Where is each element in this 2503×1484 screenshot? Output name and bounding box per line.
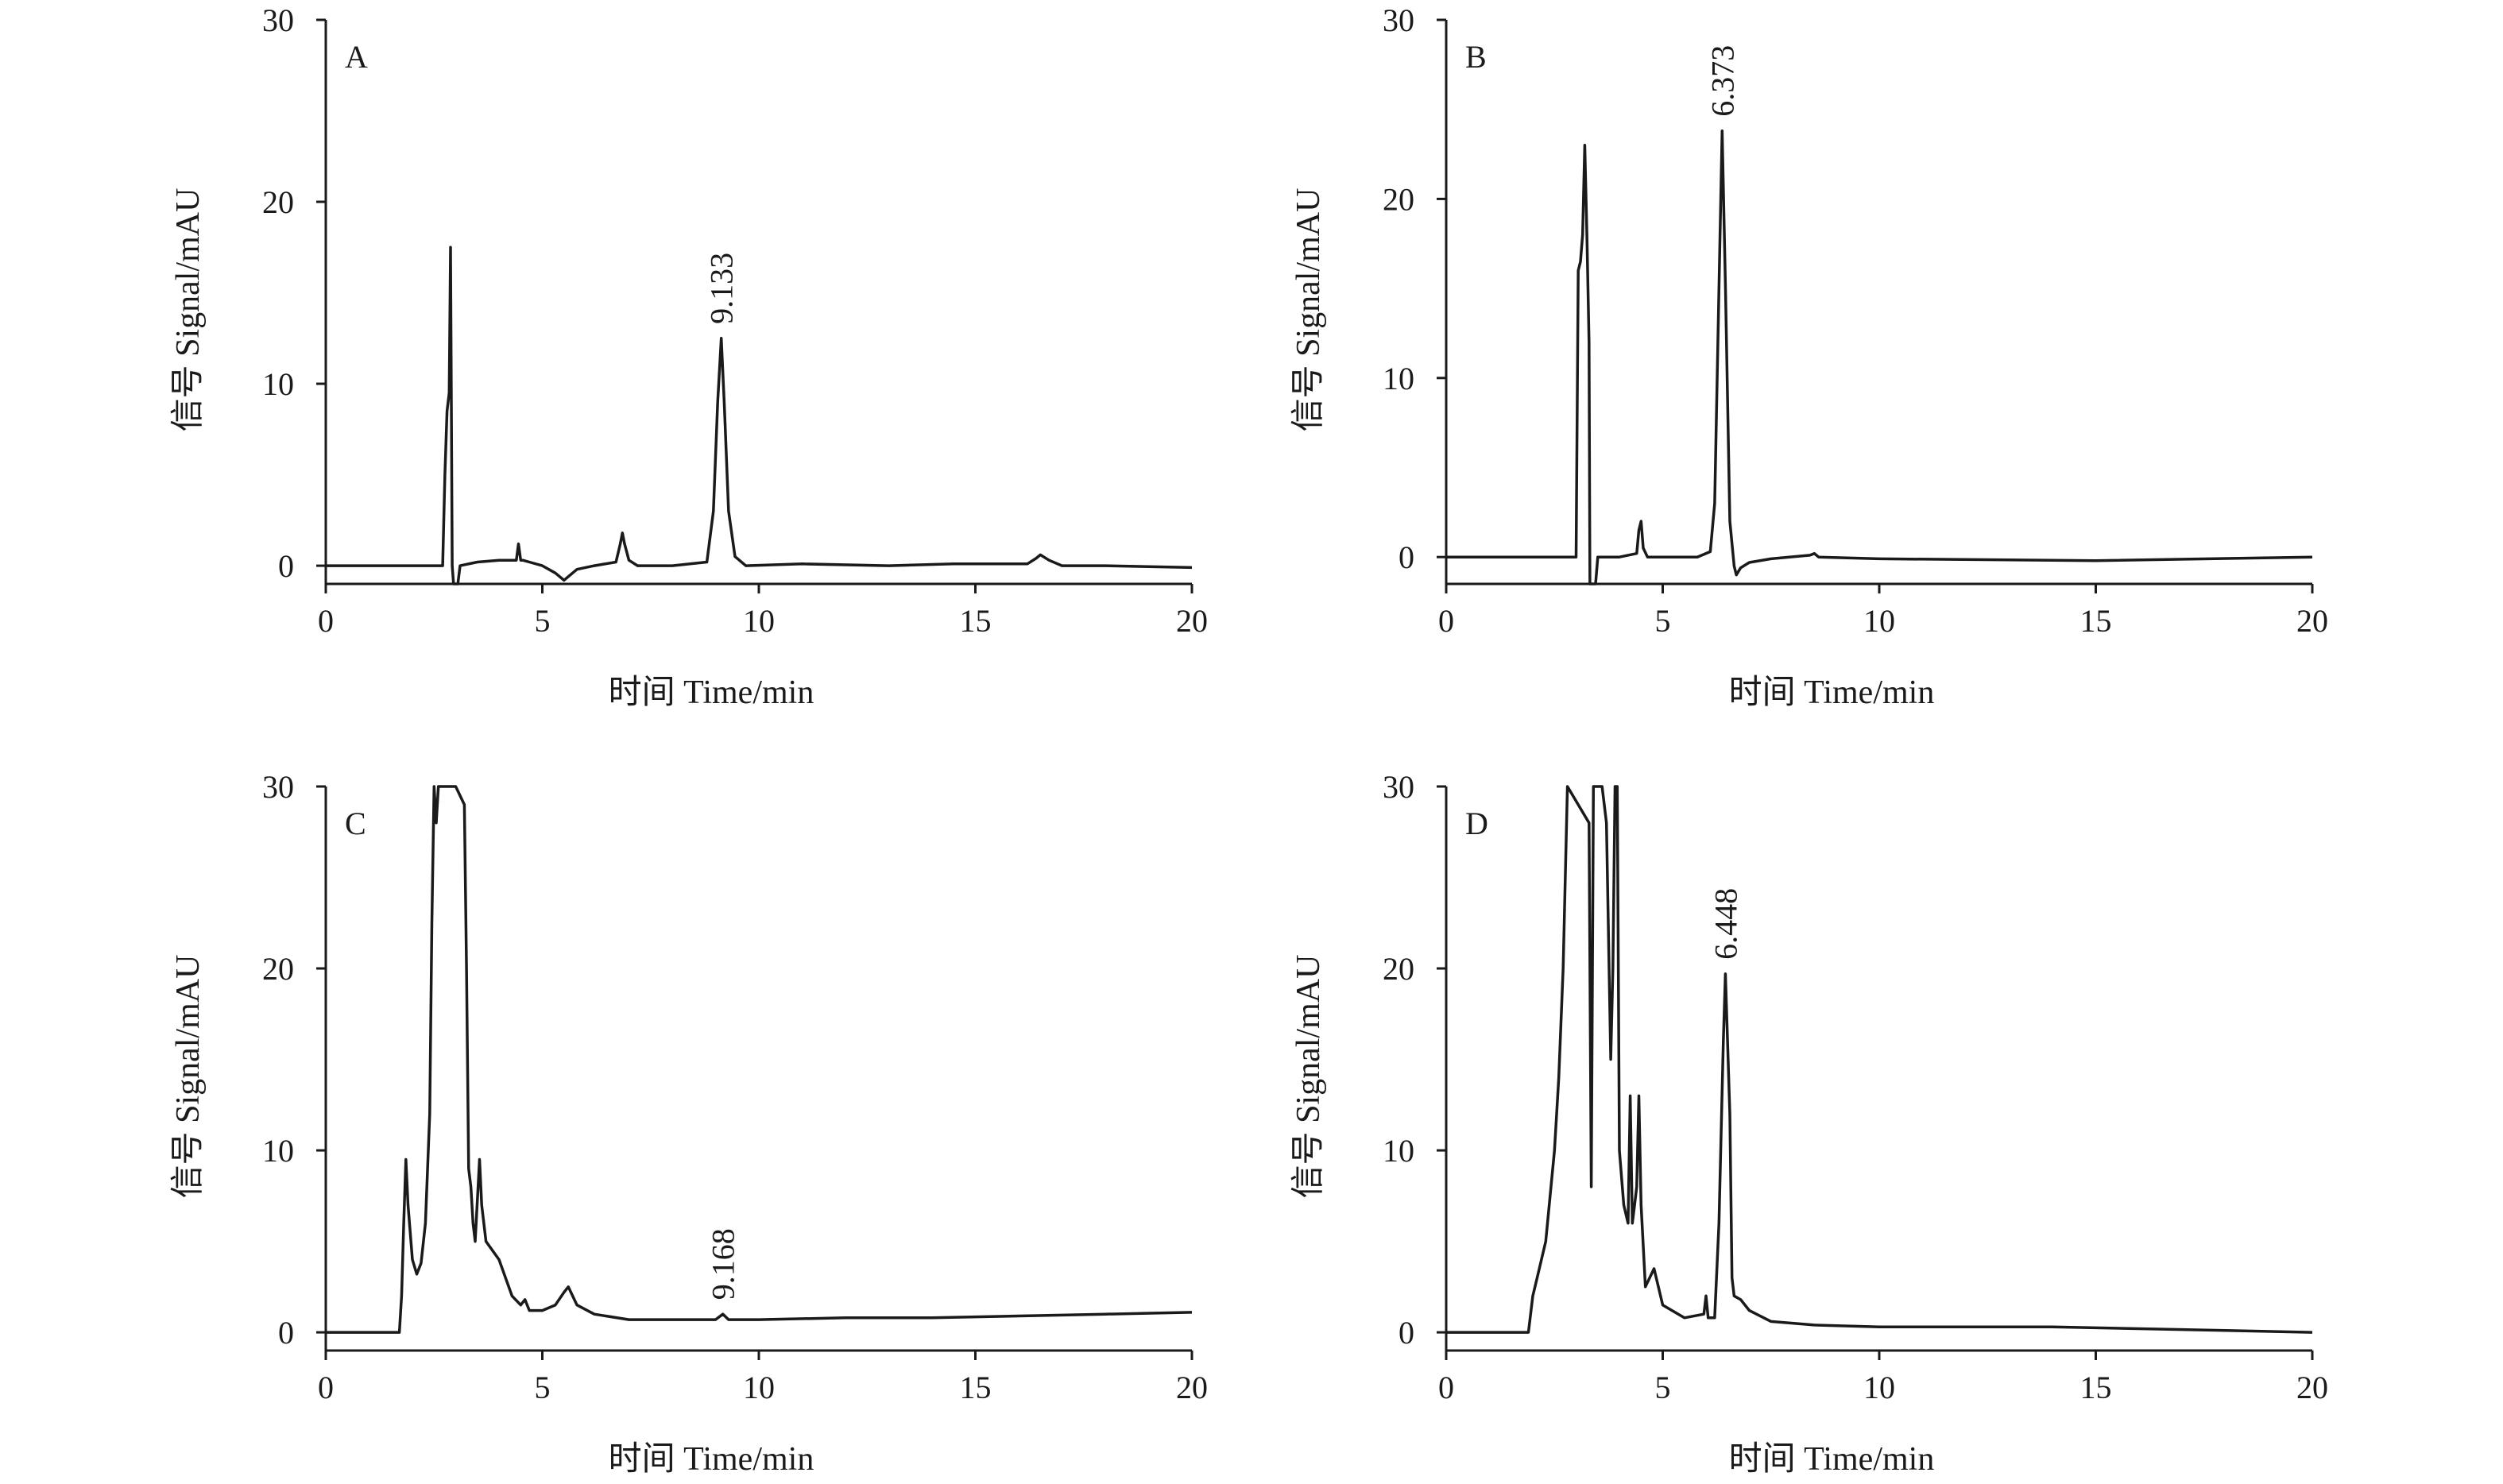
chromatogram-trace xyxy=(326,785,1193,1334)
x-tick-label: 10 xyxy=(743,1370,775,1405)
y-tick-label: 0 xyxy=(278,1315,294,1351)
x-tick-label: 15 xyxy=(2080,1370,2112,1405)
panel-letter: A xyxy=(345,39,368,75)
y-tick-label: 10 xyxy=(1383,361,1414,396)
x-tick-label: 20 xyxy=(2296,1370,2328,1405)
x-tick-label: 5 xyxy=(1655,1370,1671,1405)
x-tick-label: 15 xyxy=(2080,603,2112,639)
x-tick-label: 10 xyxy=(1863,1370,1895,1405)
y-tick-label: 20 xyxy=(1383,951,1414,987)
chart-panel-b: 0 5 10 15 20 0 10 20 30 时间 Time/min 信号 Signal/mAU B… xyxy=(1290,2,2328,711)
y-axis-title: 信号 Signal/mAU xyxy=(170,188,207,432)
y-tick-label: 20 xyxy=(262,951,294,987)
panels-container: 0 5 10 15 20 0 10 20 30 时间 Time/min 信号 Signal/mAU A… xyxy=(170,2,2328,1478)
x-tick-label: 20 xyxy=(2296,603,2328,639)
x-tick-label: 5 xyxy=(1655,603,1671,639)
y-tick-label: 0 xyxy=(1399,1315,1414,1351)
y-tick-label: 20 xyxy=(262,184,294,220)
x-tick-label: 5 xyxy=(535,1370,551,1405)
y-tick-label: 30 xyxy=(1383,2,1414,38)
x-tick-label: 15 xyxy=(960,603,992,639)
x-tick-label: 20 xyxy=(1176,603,1208,639)
y-axis-title: 信号 Signal/mAU xyxy=(1290,955,1327,1199)
y-tick-label: 30 xyxy=(1383,769,1414,805)
x-tick-label: 0 xyxy=(318,603,334,639)
y-tick-label: 10 xyxy=(262,366,294,402)
peak-retention-label: 9.168 xyxy=(706,1228,741,1300)
y-axis-title: 信号 Signal/mAU xyxy=(1290,188,1327,432)
chromatogram-trace xyxy=(1446,129,2313,585)
x-tick-label: 0 xyxy=(1438,1370,1454,1405)
x-tick-label: 0 xyxy=(318,1370,334,1405)
chromatogram-trace xyxy=(1446,785,2313,1334)
x-tick-label: 10 xyxy=(743,603,775,639)
x-tick-label: 5 xyxy=(535,603,551,639)
y-tick-label: 0 xyxy=(1399,539,1414,575)
x-axis-title: 时间 Time/min xyxy=(1729,1441,1935,1478)
x-axis-title: 时间 Time/min xyxy=(609,674,814,711)
panel-letter: B xyxy=(1465,39,1487,75)
peak-retention-label: 6.373 xyxy=(1704,45,1740,117)
peak-retention-label: 9.133 xyxy=(704,253,740,324)
y-tick-label: 20 xyxy=(1383,181,1414,217)
y-tick-label: 0 xyxy=(278,548,294,584)
y-tick-label: 10 xyxy=(262,1133,294,1169)
y-tick-label: 10 xyxy=(1383,1133,1414,1169)
y-tick-label: 30 xyxy=(262,769,294,805)
y-tick-label: 30 xyxy=(262,2,294,38)
chromatogram-trace xyxy=(326,245,1193,585)
x-axis-title: 时间 Time/min xyxy=(1729,674,1935,711)
peak-retention-label: 6.448 xyxy=(1708,888,1743,960)
x-axis-title: 时间 Time/min xyxy=(609,1441,814,1478)
chart-panel-a: 0 5 10 15 20 0 10 20 30 时间 Time/min 信号 Signal/mAU A… xyxy=(170,2,1208,711)
chart-panel-c: 0 5 10 15 20 0 10 20 30 时间 Time/min 信号 Signal/mAU C… xyxy=(170,769,1208,1478)
panel-letter: D xyxy=(1465,806,1488,841)
y-axis-title: 信号 Signal/mAU xyxy=(170,955,207,1199)
panel-letter: C xyxy=(345,806,366,841)
x-tick-label: 0 xyxy=(1438,603,1454,639)
x-tick-label: 10 xyxy=(1863,603,1895,639)
x-tick-label: 15 xyxy=(960,1370,992,1405)
chart-panel-d: 0 5 10 15 20 0 10 20 30 时间 Time/min 信号 Signal/mAU D… xyxy=(1290,769,2328,1478)
x-tick-label: 20 xyxy=(1176,1370,1208,1405)
